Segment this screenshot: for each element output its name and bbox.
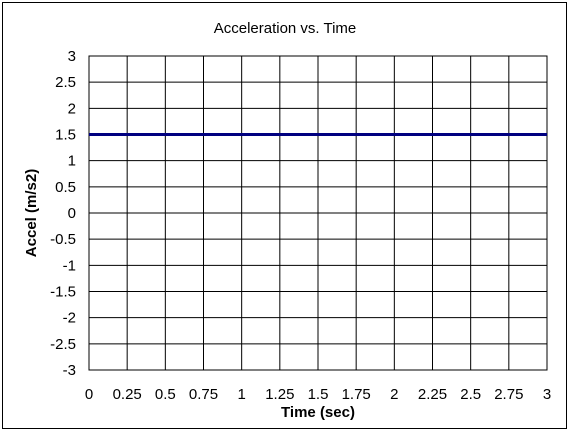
- chart-title: Acceleration vs. Time: [214, 20, 357, 37]
- y-tick-labels: 3 2.5 2 1.5 1 0.5 0 -0.5 -1 -1.5 -2 -2.5 -3: [50, 48, 76, 379]
- x-tick-label: 2: [390, 386, 398, 403]
- y-tick-label: 2: [68, 100, 76, 117]
- y-tick-label: 0: [68, 205, 76, 222]
- x-tick-label: 2.75: [494, 386, 523, 403]
- y-tick-label: -1.5: [50, 284, 76, 301]
- x-tick-label: 2.25: [418, 386, 447, 403]
- y-axis-label: Accel (m/s2): [23, 169, 40, 257]
- y-tick-label: -2.5: [50, 336, 76, 353]
- x-tick-label: 3: [543, 386, 551, 403]
- x-tick-label: 1.25: [265, 386, 294, 403]
- x-tick-label: 2.5: [460, 386, 481, 403]
- y-tick-label: -0.5: [50, 231, 76, 248]
- y-tick-label: -2: [63, 310, 76, 327]
- x-tick-label: 0.5: [155, 386, 176, 403]
- x-tick-label: 1: [237, 386, 245, 403]
- y-tick-label: 2.5: [55, 74, 76, 91]
- y-tick-label: 1.5: [55, 127, 76, 144]
- y-tick-label: -1: [63, 257, 76, 274]
- x-axis-label: Time (sec): [281, 404, 355, 421]
- y-tick-label: 1: [68, 153, 76, 170]
- y-tick-label: -3: [63, 362, 76, 379]
- y-tick-label: 3: [68, 48, 76, 65]
- x-tick-label: 0.25: [113, 386, 142, 403]
- x-tick-labels: 0 0.25 0.5 0.75 1 1.25 1.5 1.75 2 2.25 2.5 2.75 3: [85, 386, 551, 403]
- x-tick-label: 0.75: [189, 386, 218, 403]
- y-tick-label: 0.5: [55, 179, 76, 196]
- x-tick-label: 1.75: [342, 386, 371, 403]
- x-tick-label: 0: [85, 386, 93, 403]
- x-tick-label: 1.5: [308, 386, 329, 403]
